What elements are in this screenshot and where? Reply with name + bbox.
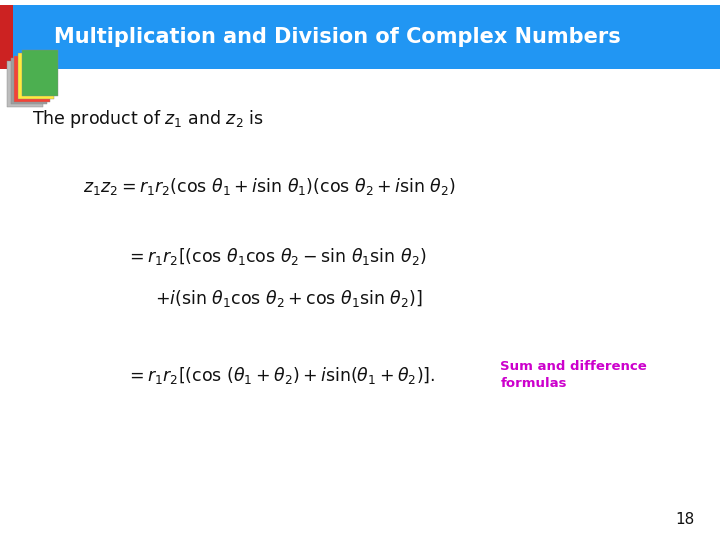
Text: The product of $z_1$ and $z_2$ is: The product of $z_1$ and $z_2$ is [32, 108, 264, 130]
FancyBboxPatch shape [7, 61, 43, 107]
Text: $+ i(\sin\,\theta_1\cos\,\theta_2 + \cos\,\theta_1\sin\,\theta_2)]$: $+ i(\sin\,\theta_1\cos\,\theta_2 + \cos… [155, 288, 423, 308]
Text: Multiplication and Division of Complex Numbers: Multiplication and Division of Complex N… [54, 27, 621, 48]
FancyBboxPatch shape [22, 50, 58, 96]
FancyBboxPatch shape [11, 58, 47, 104]
FancyBboxPatch shape [0, 5, 13, 69]
Text: $z_1z_2 = r_1r_2(\cos\,\theta_1 + i\sin\,\theta_1)(\cos\,\theta_2 + i\sin\,\thet: $z_1z_2 = r_1r_2(\cos\,\theta_1 + i\sin\… [83, 176, 456, 197]
FancyBboxPatch shape [14, 56, 50, 102]
Text: Sum and difference
formulas: Sum and difference formulas [500, 360, 647, 390]
Text: $= r_1r_2[(\cos\,(\theta_1 + \theta_2) + i\sin(\theta_1 + \theta_2)].$: $= r_1r_2[(\cos\,(\theta_1 + \theta_2) +… [126, 365, 435, 386]
Text: $= r_1r_2[(\cos\,\theta_1\cos\,\theta_2 - \sin\,\theta_1\sin\,\theta_2)$: $= r_1r_2[(\cos\,\theta_1\cos\,\theta_2 … [126, 246, 426, 267]
FancyBboxPatch shape [0, 5, 720, 69]
FancyBboxPatch shape [18, 53, 54, 99]
Text: 18: 18 [675, 511, 695, 526]
